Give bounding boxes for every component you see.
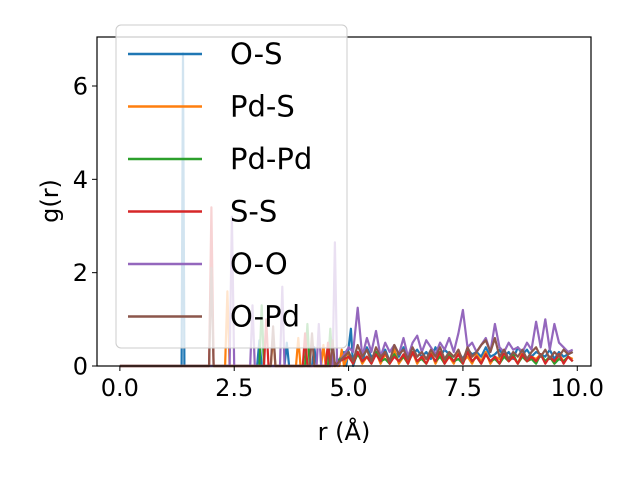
legend: O-S Pd-S Pd-Pd S-S O-O O-Pd (115, 24, 348, 349)
y-tick-label-0: 0 (73, 353, 88, 381)
x-tick-label-3: 7.5 (444, 374, 482, 402)
y-axis-label: g(r) (36, 179, 64, 223)
y-tick-label-2: 4 (73, 166, 88, 194)
y-tick-label-3: 6 (73, 73, 88, 101)
legend-label-0: O-S (230, 37, 283, 71)
x-tick-label-4: 10.0 (551, 374, 604, 402)
y-tick-label-1: 2 (73, 259, 88, 287)
x-axis-ticks: 0.0 2.5 5.0 7.5 10.0 (101, 366, 604, 402)
y-axis-ticks: 0 2 4 6 (73, 73, 97, 381)
x-tick-label-1: 2.5 (215, 374, 253, 402)
legend-label-1: Pd-S (230, 90, 295, 124)
x-tick-label-2: 5.0 (329, 374, 367, 402)
legend-label-2: Pd-Pd (230, 142, 312, 176)
x-axis-label: r (Å) (318, 417, 371, 446)
legend-label-5: O-Pd (230, 300, 300, 334)
legend-label-3: S-S (230, 195, 277, 229)
x-tick-label-0: 0.0 (101, 374, 139, 402)
legend-label-4: O-O (230, 247, 288, 281)
legend-items: O-S Pd-S Pd-Pd S-S O-O O-Pd (128, 37, 312, 334)
